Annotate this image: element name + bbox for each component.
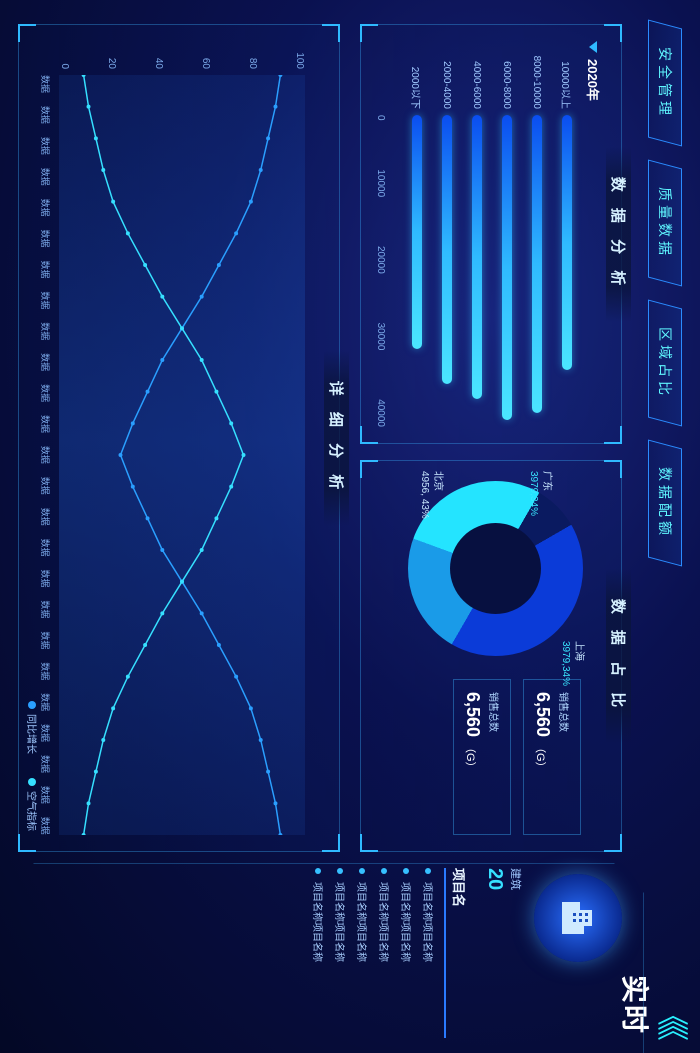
- bar-row: 2000以下: [405, 115, 429, 427]
- bar-row: 8000-10000: [525, 115, 549, 427]
- kpi-label: 销售总数: [557, 692, 572, 822]
- donut-label-beijing: 北京 4956, 43%: [418, 471, 444, 519]
- bar-row: 6000-8000: [495, 115, 519, 427]
- nav-label: 安全管理: [655, 47, 675, 119]
- kpi-label: 销售总数: [487, 692, 502, 822]
- bar-row: 10000以上: [555, 115, 579, 427]
- kpi-card: 销售总数 6,560 （G）: [523, 679, 581, 835]
- nav-quality[interactable]: 质量数据: [648, 159, 682, 286]
- legend-item: 空气指标: [25, 778, 40, 831]
- building-number: 20: [483, 868, 506, 1038]
- project-item[interactable]: 项目名称项目名称: [355, 868, 370, 1038]
- triangle-down-icon: [590, 41, 598, 53]
- donut-chart: 上海 3979,34% 广东 3979,34% 北京 4956, 43%: [408, 481, 583, 656]
- line-y-axis: 100806040200: [59, 39, 305, 69]
- panel-detail-analysis: 详 细 分 析 100806040200 数据数据数据数据数据数据数据数据数据数…: [18, 24, 340, 852]
- panel-data-ratio: 数 据 占 比 上海 3979,34% 广东 3979,34% 北京 4956,…: [360, 460, 622, 852]
- project-list: 项目名称项目名称项目名称项目名称项目名称项目名称项目名称项目名称项目名称项目名称…: [311, 868, 436, 1038]
- bar-x-axis: 010000200003000040000: [375, 115, 386, 427]
- nav-label: 质量数据: [655, 187, 675, 259]
- bar-row: 2000-4000: [435, 115, 459, 427]
- panel-title: 详 细 分 析: [324, 351, 349, 526]
- nav-label: 区域占比: [655, 327, 675, 399]
- nav-quota[interactable]: 数据配额: [648, 439, 682, 566]
- legend-item: 同比增长: [25, 701, 40, 754]
- project-item[interactable]: 项目名称项目名称: [421, 868, 436, 1038]
- line-chart: [59, 75, 305, 835]
- project-item[interactable]: 项目名称项目名称: [377, 868, 392, 1038]
- kpi-value: 6,560 （G）: [462, 692, 483, 822]
- project-list-title: 项目名: [444, 868, 473, 1038]
- project-item[interactable]: 项目名称项目名称: [311, 868, 326, 1038]
- panel-data-analysis: 数 据 分 析 2020年 10000以上8000-100006000-8000…: [360, 24, 622, 444]
- bar-row: 4000-6000: [465, 115, 489, 427]
- bar-chart: 10000以上8000-100006000-80004000-60002000-…: [391, 115, 579, 427]
- kpi-value: 6,560 （G）: [532, 692, 553, 822]
- building-sub: 建筑: [508, 868, 524, 1038]
- right-sidebar: 建筑 20 项目名 项目名称项目名称项目名称项目名称项目名称项目名称项目名称项目…: [304, 868, 622, 1038]
- nav-safety[interactable]: 安全管理: [648, 19, 682, 146]
- nav-label: 数据配额: [655, 467, 675, 539]
- chevron-icon: 《《: [656, 999, 688, 1035]
- kpi-card: 销售总数 6,560 （G）: [453, 679, 511, 835]
- nav-bar: 安全管理 质量数据 区域占比 数据配额: [648, 0, 700, 1053]
- building-icon: [534, 874, 622, 962]
- header-title: 《《 实时: [616, 975, 688, 1035]
- nav-region[interactable]: 区域占比: [648, 299, 682, 426]
- panel-title: 数 据 分 析: [606, 147, 631, 322]
- year-label: 2020年: [584, 59, 603, 101]
- project-item[interactable]: 项目名称项目名称: [399, 868, 414, 1038]
- panel-title: 数 据 占 比: [606, 569, 631, 744]
- kpi-list: 销售总数 6,560 （G） 销售总数 6,560 （G）: [453, 679, 581, 835]
- line-x-axis: 数据数据数据数据数据数据数据数据数据数据数据数据数据数据数据数据数据数据数据数据…: [39, 75, 52, 835]
- legend: 同比增长 空气指标: [25, 701, 40, 831]
- page-title: 实时: [616, 975, 656, 1035]
- project-item[interactable]: 项目名称项目名称: [333, 868, 348, 1038]
- year-selector[interactable]: 2020年: [584, 41, 603, 101]
- donut-label-guangdong: 广东 3979,34%: [527, 471, 553, 516]
